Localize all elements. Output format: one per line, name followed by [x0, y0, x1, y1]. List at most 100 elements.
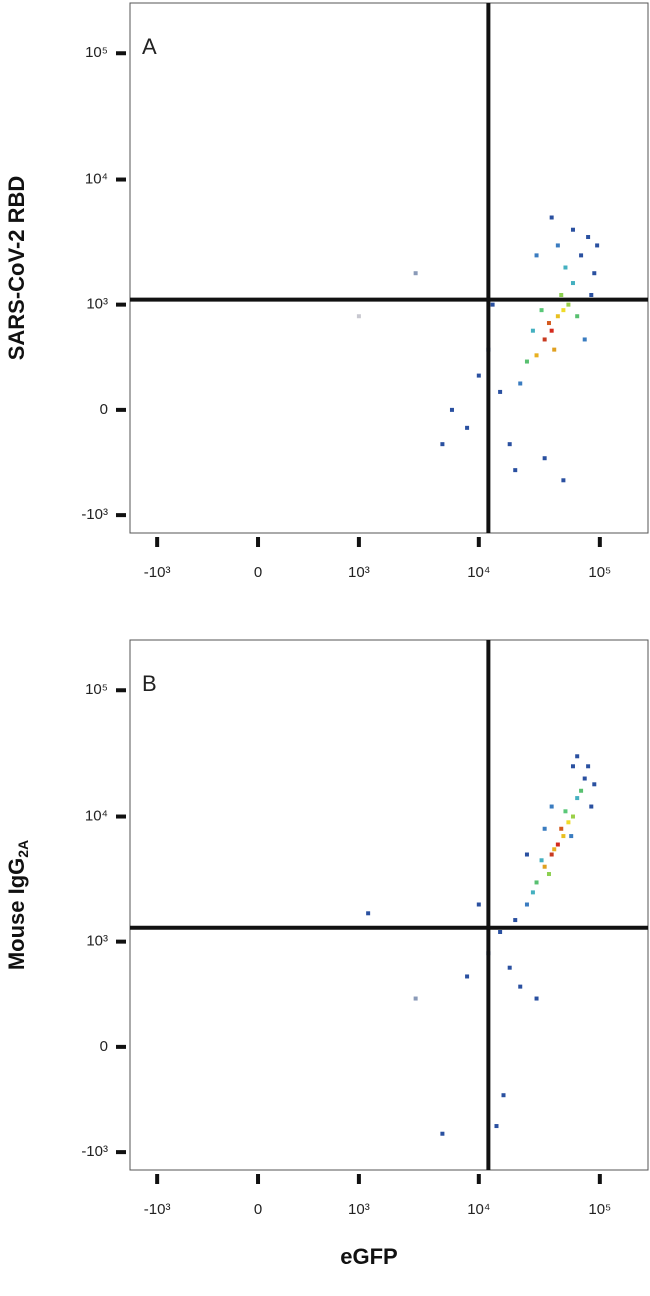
- event-point: [513, 918, 518, 923]
- event-point: [539, 858, 544, 863]
- event-point: [549, 804, 554, 809]
- event-point: [589, 292, 594, 297]
- x-tick-label: -10³: [144, 1201, 171, 1218]
- event-point: [561, 834, 566, 839]
- event-point: [563, 809, 568, 814]
- event-point: [566, 820, 571, 825]
- event-point: [476, 373, 481, 378]
- event-point: [570, 227, 575, 232]
- event-point: [561, 478, 566, 483]
- x-tick-label: 0: [254, 1201, 262, 1218]
- event-point: [586, 235, 591, 240]
- event-point: [563, 265, 568, 270]
- event-point: [570, 814, 575, 819]
- event-point: [494, 1124, 499, 1129]
- x-tick-label: 10³: [348, 1201, 370, 1218]
- x-tick-label: 10⁴: [467, 1201, 490, 1218]
- y-axis-title: Mouse IgG2A: [4, 840, 31, 970]
- event-point: [524, 359, 529, 364]
- event-point: [579, 788, 584, 793]
- event-point: [356, 314, 361, 319]
- event-point: [586, 764, 591, 769]
- event-point: [555, 314, 560, 319]
- event-point: [534, 880, 539, 885]
- y-tick-label: -10³: [81, 1143, 108, 1160]
- y-tick-label: 0: [100, 401, 108, 418]
- event-point: [524, 902, 529, 907]
- event-point: [465, 974, 470, 979]
- event-point: [440, 442, 445, 447]
- y-tick-label: 0: [100, 1038, 108, 1055]
- event-point: [413, 271, 418, 276]
- event-point: [449, 407, 454, 412]
- event-point: [490, 302, 495, 307]
- event-point: [498, 389, 503, 394]
- x-axis-title: eGFP: [340, 1244, 397, 1269]
- event-point: [566, 302, 571, 307]
- event-point: [518, 381, 523, 386]
- event-point: [575, 754, 580, 759]
- event-point: [542, 826, 547, 831]
- y-axis-title-text: Mouse IgG: [4, 858, 29, 970]
- panel-label: A: [142, 34, 157, 59]
- event-point: [582, 337, 587, 342]
- event-point: [592, 271, 597, 276]
- event-point: [575, 796, 580, 801]
- event-point: [542, 337, 547, 342]
- event-point: [582, 776, 587, 781]
- event-point: [575, 314, 580, 319]
- x-tick-label: 0: [254, 564, 262, 581]
- x-tick-label: 10⁴: [467, 564, 490, 581]
- event-point: [534, 353, 539, 358]
- event-point: [595, 243, 600, 248]
- event-point: [542, 864, 547, 869]
- event-point: [546, 872, 551, 877]
- event-point: [549, 215, 554, 220]
- y-tick-label: 10⁵: [85, 681, 108, 698]
- plot-frame: [129, 639, 649, 1171]
- y-axis-title-text: SARS-CoV-2 RBD: [4, 176, 29, 361]
- event-point: [552, 347, 557, 352]
- event-point: [559, 826, 564, 831]
- event-point: [570, 281, 575, 286]
- event-point: [366, 911, 371, 916]
- event-point: [513, 468, 518, 473]
- y-tick-label: 10³: [86, 296, 108, 313]
- event-point: [569, 834, 574, 839]
- event-point: [534, 996, 539, 1001]
- event-point: [570, 764, 575, 769]
- event-point: [552, 847, 557, 852]
- event-point: [476, 902, 481, 907]
- x-tick-label: -10³: [144, 564, 171, 581]
- event-point: [534, 253, 539, 258]
- event-point: [561, 308, 566, 313]
- x-tick-label: 10³: [348, 564, 370, 581]
- event-point: [530, 890, 535, 895]
- y-tick-label: 10⁴: [85, 807, 108, 824]
- x-tick-label: 10⁵: [588, 1201, 611, 1218]
- event-point: [549, 852, 554, 857]
- x-tick-label: 10⁵: [588, 564, 611, 581]
- event-point: [555, 243, 560, 248]
- event-point: [507, 965, 512, 970]
- event-point: [413, 996, 418, 1001]
- event-point: [530, 328, 535, 333]
- y-tick-label: -10³: [81, 506, 108, 523]
- y-tick-label: 10⁴: [85, 170, 108, 187]
- event-point: [589, 804, 594, 809]
- event-point: [507, 442, 512, 447]
- event-point: [501, 1093, 506, 1098]
- event-point: [524, 852, 529, 857]
- event-point: [518, 984, 523, 989]
- plot-frame: [129, 2, 649, 534]
- event-point: [579, 253, 584, 258]
- y-tick-label: 10³: [86, 933, 108, 950]
- event-point: [592, 782, 597, 787]
- event-point: [539, 308, 544, 313]
- event-point: [465, 425, 470, 430]
- event-point: [498, 929, 503, 934]
- event-point: [546, 321, 551, 326]
- event-point: [440, 1131, 445, 1136]
- y-axis-title: SARS-CoV-2 RBD: [4, 176, 29, 361]
